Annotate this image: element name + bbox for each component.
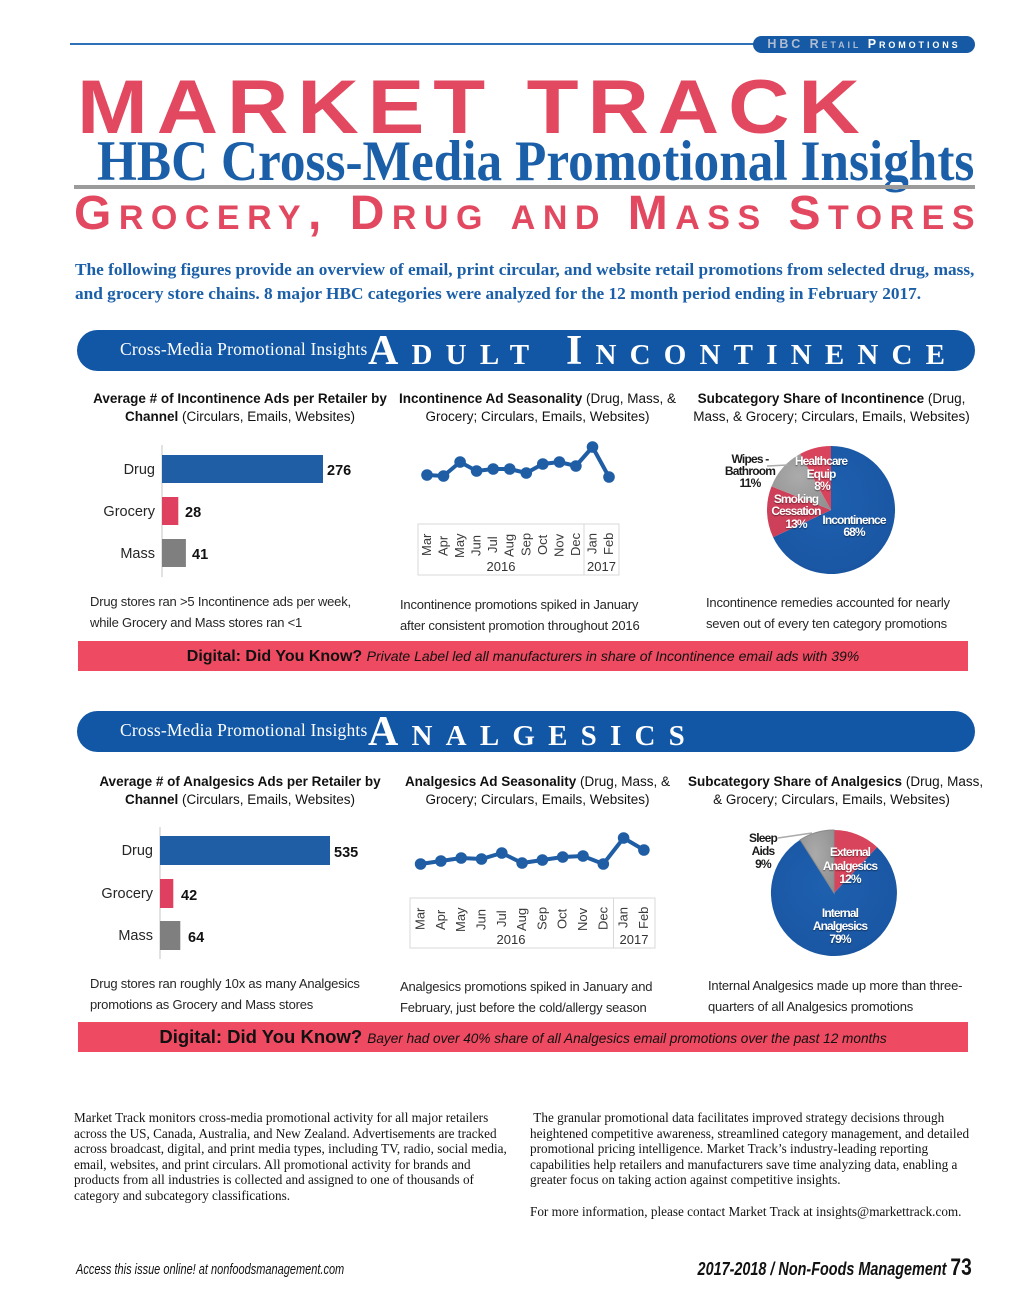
svg-text:42: 42: [181, 888, 197, 904]
svg-text:Analgesics: Analgesics: [813, 919, 869, 933]
svg-text:Oct: Oct: [535, 534, 550, 555]
svg-text:Apr: Apr: [433, 909, 448, 930]
svg-text:Sep: Sep: [518, 533, 533, 556]
svg-text:9%: 9%: [755, 857, 772, 871]
svg-text:68%: 68%: [843, 525, 866, 539]
svg-text:Aug: Aug: [514, 908, 529, 931]
svg-text:Healthcare: Healthcare: [795, 454, 849, 468]
svg-text:Jan: Jan: [585, 533, 600, 554]
svg-text:Sleep: Sleep: [749, 831, 777, 845]
svg-text:Analgesics: Analgesics: [823, 859, 879, 873]
svg-text:2016: 2016: [497, 932, 526, 947]
svg-text:Mar: Mar: [419, 533, 434, 556]
svg-text:Aids: Aids: [752, 844, 776, 858]
svg-text:Jun: Jun: [474, 909, 489, 930]
svg-text:Jan: Jan: [616, 907, 631, 928]
svg-text:Mass: Mass: [118, 928, 153, 944]
svg-text:Mass: Mass: [120, 546, 155, 562]
svg-text:Oct: Oct: [555, 908, 570, 929]
svg-text:Jul: Jul: [485, 536, 500, 553]
svg-text:2017: 2017: [620, 932, 649, 947]
svg-text:Nov: Nov: [575, 907, 590, 931]
svg-text:8%: 8%: [814, 479, 831, 493]
svg-text:Cessation: Cessation: [771, 504, 821, 518]
svg-text:2016: 2016: [487, 559, 516, 574]
svg-text:External: External: [830, 845, 871, 859]
svg-text:May: May: [453, 907, 468, 932]
svg-text:Smoking: Smoking: [774, 492, 819, 506]
svg-text:Incontinence: Incontinence: [822, 513, 886, 527]
svg-text:Feb: Feb: [601, 533, 616, 555]
svg-text:Jun: Jun: [469, 535, 484, 556]
svg-text:Aug: Aug: [502, 534, 517, 557]
svg-text:12%: 12%: [839, 872, 862, 886]
svg-text:276: 276: [327, 463, 351, 479]
svg-text:Grocery: Grocery: [101, 886, 153, 902]
svg-text:64: 64: [188, 930, 204, 946]
svg-text:Drug: Drug: [122, 843, 153, 859]
svg-text:79%: 79%: [829, 932, 852, 946]
svg-text:Jul: Jul: [494, 910, 509, 927]
svg-text:Mar: Mar: [413, 907, 428, 930]
svg-text:Equip: Equip: [807, 467, 836, 481]
svg-text:Drug: Drug: [124, 462, 155, 478]
svg-text:13%: 13%: [785, 517, 808, 531]
svg-text:Dec: Dec: [595, 906, 610, 930]
svg-text:2017: 2017: [587, 559, 616, 574]
svg-text:Dec: Dec: [568, 532, 583, 556]
svg-text:Apr: Apr: [436, 535, 451, 556]
svg-text:11%: 11%: [740, 476, 762, 490]
svg-text:Grocery: Grocery: [103, 504, 155, 520]
svg-text:Wipes -: Wipes -: [732, 452, 770, 466]
svg-text:May: May: [452, 533, 467, 558]
svg-text:Feb: Feb: [636, 907, 651, 929]
svg-text:28: 28: [185, 505, 201, 521]
svg-text:535: 535: [334, 845, 358, 861]
svg-text:Bathroom: Bathroom: [725, 464, 775, 478]
svg-text:Internal: Internal: [822, 906, 859, 920]
svg-text:Sep: Sep: [534, 907, 549, 930]
svg-text:41: 41: [192, 547, 208, 563]
svg-text:Nov: Nov: [551, 533, 566, 557]
